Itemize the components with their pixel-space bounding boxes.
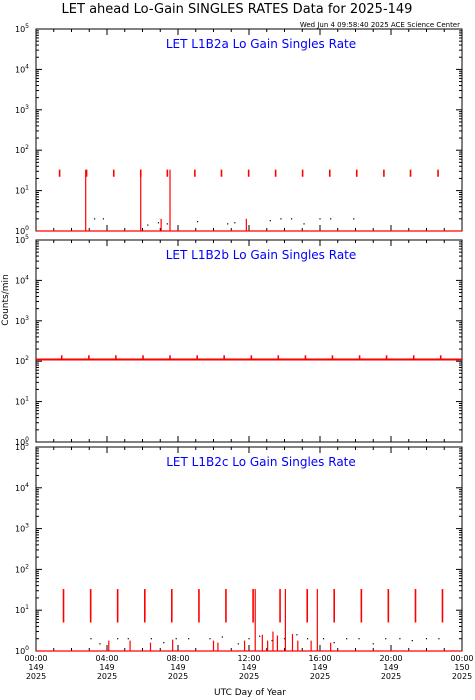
data-point xyxy=(330,218,332,220)
data-point xyxy=(221,636,223,638)
data-point xyxy=(234,222,236,224)
xtick-label: 149 xyxy=(241,663,256,672)
ytick-label: 100 xyxy=(15,225,29,236)
panel-3: LET L1B2c Lo Gain Singles Rate 100 101 102 1… xyxy=(15,441,463,656)
data-point xyxy=(157,222,160,224)
xtick-label: 00:00 xyxy=(450,654,473,663)
data-point xyxy=(259,635,261,637)
data-point xyxy=(163,642,165,644)
data-point xyxy=(150,638,152,640)
xtick-label: 149 xyxy=(99,663,114,672)
data-point xyxy=(346,638,348,640)
xtick-label: 2025 xyxy=(97,672,117,681)
data-point xyxy=(303,223,305,225)
xlabel: UTC Day of Year xyxy=(214,688,286,698)
xtick-label: 149 xyxy=(28,663,43,672)
data-point xyxy=(372,643,374,645)
panel-2: LET L1B2b Lo Gain Singles Rate 100 101 102 1… xyxy=(15,234,463,447)
data-point xyxy=(271,639,273,642)
ytick-label: 104 xyxy=(15,63,29,74)
xtick-label: 2025 xyxy=(26,672,46,681)
xtick-label: 00:00 xyxy=(24,654,47,663)
timestamp: Wed Jun 4 09:58:40 2025 ACE Science Cent… xyxy=(300,21,460,29)
xtick-label: 20:00 xyxy=(379,654,402,663)
data-point xyxy=(93,218,96,220)
ylabel: Counts/min xyxy=(1,274,11,325)
data-point xyxy=(166,223,168,225)
data-point xyxy=(358,638,360,640)
xtick-label: 2025 xyxy=(239,672,259,681)
ytick-label: 105 xyxy=(15,23,29,34)
xtick-label: 2025 xyxy=(168,672,188,681)
xtick-label: 149 xyxy=(312,663,327,672)
plot-frame xyxy=(35,28,463,232)
data-point xyxy=(188,638,190,640)
ytick-label: 105 xyxy=(15,441,29,452)
data-point xyxy=(438,638,440,640)
panels: LET L1B2a Lo Gain Singles Rate 100 101 102 1… xyxy=(15,23,474,681)
plot-frame xyxy=(35,446,463,652)
xtick-label: 2025 xyxy=(381,672,401,681)
data-point xyxy=(333,642,335,644)
data-point xyxy=(227,223,229,225)
xtick-label: 2025 xyxy=(310,672,330,681)
xtick-label: 150 xyxy=(454,663,469,672)
xtick-label: 149 xyxy=(383,663,398,672)
ytick-label: 100 xyxy=(15,436,29,447)
ytick-label: 105 xyxy=(15,234,29,245)
ytick-label: 103 xyxy=(15,315,29,326)
ytick-label: 100 xyxy=(15,645,29,656)
data-point xyxy=(99,643,101,645)
ytick-label: 104 xyxy=(15,274,29,285)
data-point xyxy=(353,218,355,220)
xtick-label: 12:00 xyxy=(237,654,260,663)
data-point xyxy=(306,638,309,640)
ytick-label: 102 xyxy=(15,355,29,366)
xtick-label: 149 xyxy=(170,663,185,672)
ytick-label: 102 xyxy=(15,144,29,155)
panel-title: LET L1B2b Lo Gain Singles Rate xyxy=(166,248,357,262)
data-point xyxy=(280,218,282,220)
panel-title: LET L1B2a Lo Gain Singles Rate xyxy=(166,37,356,51)
data-point xyxy=(296,634,298,636)
ytick-label: 103 xyxy=(15,523,29,534)
data-point xyxy=(269,220,271,222)
ytick-label: 104 xyxy=(15,482,29,493)
data-point xyxy=(175,638,177,640)
data-point xyxy=(411,639,413,642)
data-point xyxy=(425,638,428,640)
panel-1: LET L1B2a Lo Gain Singles Rate 100 101 102 1… xyxy=(15,23,463,236)
ytick-label: 101 xyxy=(15,604,29,615)
data-point xyxy=(237,643,239,645)
plot-frame xyxy=(35,239,463,443)
data-point xyxy=(291,218,293,220)
data-point xyxy=(147,224,149,226)
data-point xyxy=(399,638,401,640)
ytick-label: 101 xyxy=(15,396,29,407)
data-point xyxy=(283,638,286,640)
xtick-label: 08:00 xyxy=(166,654,189,663)
ytick-label: 101 xyxy=(15,185,29,196)
data-point xyxy=(127,638,129,640)
data-point xyxy=(196,221,199,223)
ytick-label: 102 xyxy=(15,563,29,574)
xtick-label: 2025 xyxy=(452,672,472,681)
data-point xyxy=(248,638,250,640)
data-point xyxy=(322,638,325,640)
data-point xyxy=(117,638,119,640)
data-point xyxy=(90,638,92,640)
data-point xyxy=(319,218,321,220)
ytick-label: 103 xyxy=(15,104,29,115)
data-point xyxy=(209,638,211,640)
figure-title: LET ahead Lo-Gain SINGLES RATES Data for… xyxy=(62,2,413,17)
xtick-label: 04:00 xyxy=(95,654,118,663)
xtick-label: 16:00 xyxy=(308,654,331,663)
panel-title: LET L1B2c Lo Gain Singles Rate xyxy=(166,455,356,469)
data-point xyxy=(385,638,387,640)
data-point xyxy=(102,218,105,220)
